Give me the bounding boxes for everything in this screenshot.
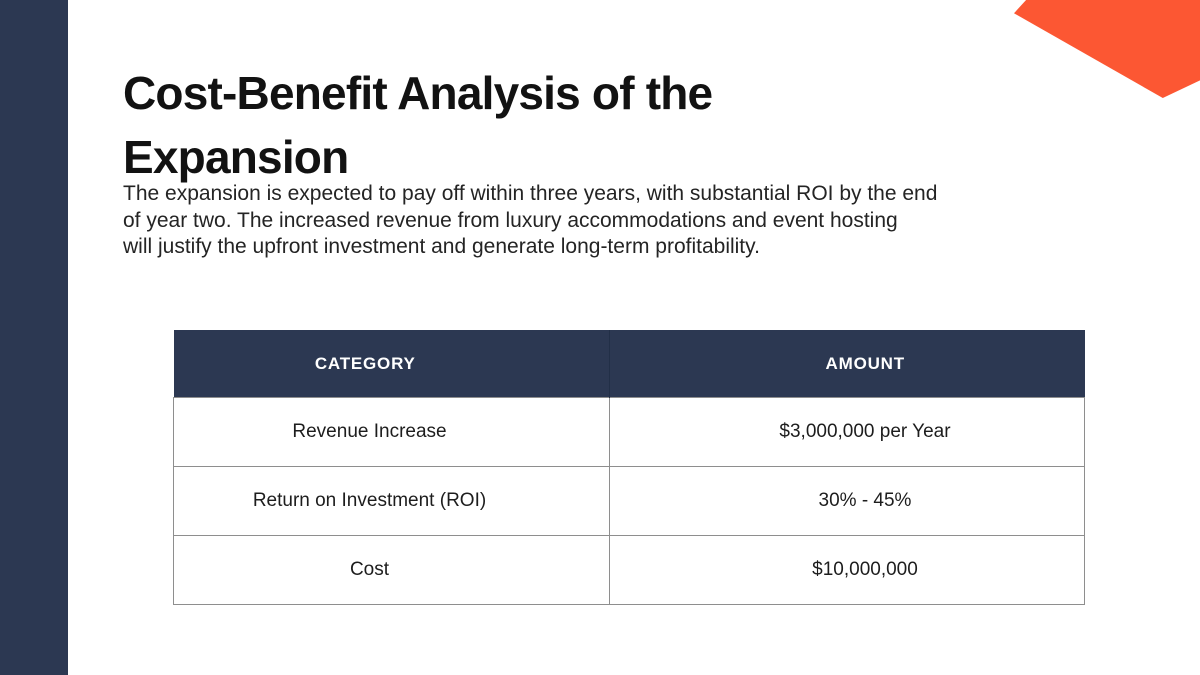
intro-line-2: of year two. The increased revenue from … (123, 208, 898, 232)
amount-cell: $10,000,000 (609, 535, 1085, 605)
table-row: Cost $10,000,000 (173, 535, 1085, 605)
amount-cell: 30% - 45% (609, 466, 1085, 536)
page-title-line-2: Expansion (123, 130, 349, 183)
column-header-amount: AMOUNT (609, 330, 1085, 398)
column-header-category: CATEGORY (173, 330, 610, 398)
table-row: Revenue Increase $3,000,000 per Year (173, 397, 1085, 467)
page-title-line-1: Cost-Benefit Analysis of the (123, 66, 713, 119)
left-accent-bar (0, 0, 68, 675)
amount-cell: $3,000,000 per Year (609, 397, 1085, 467)
page-title: Cost-Benefit Analysis of the Expansion (123, 61, 713, 189)
corner-accent-shape (1014, 0, 1200, 98)
intro-paragraph: The expansion is expected to pay off wit… (123, 181, 937, 261)
intro-line-3: will justify the upfront investment and … (123, 235, 760, 258)
category-cell: Cost (173, 535, 610, 605)
table-row: Return on Investment (ROI) 30% - 45% (173, 466, 1085, 536)
cost-benefit-table: CATEGORY AMOUNT Revenue Increase $3,000,… (173, 330, 1085, 605)
intro-line-1: The expansion is expected to pay off wit… (123, 182, 938, 205)
category-cell: Revenue Increase (173, 397, 610, 467)
table-header-row: CATEGORY AMOUNT (173, 330, 1085, 398)
category-cell: Return on Investment (ROI) (173, 466, 610, 536)
